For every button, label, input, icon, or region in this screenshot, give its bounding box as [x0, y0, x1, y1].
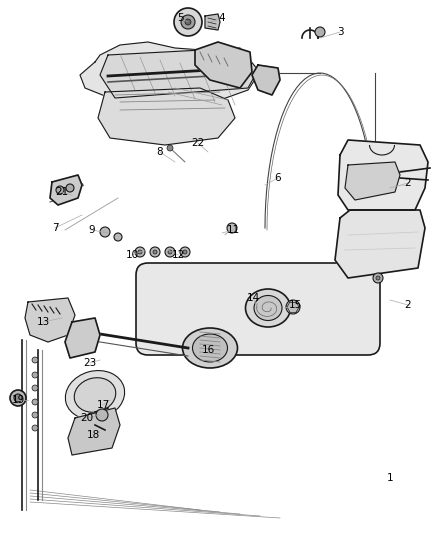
Circle shape	[32, 425, 38, 431]
Circle shape	[227, 223, 237, 233]
Text: 13: 13	[36, 317, 49, 327]
Circle shape	[153, 250, 157, 254]
Ellipse shape	[65, 370, 125, 419]
Polygon shape	[338, 140, 428, 210]
Polygon shape	[50, 175, 82, 205]
Circle shape	[183, 250, 187, 254]
Ellipse shape	[192, 334, 227, 362]
Circle shape	[32, 399, 38, 405]
Ellipse shape	[74, 378, 116, 413]
Text: 2: 2	[405, 178, 411, 188]
Polygon shape	[65, 318, 100, 358]
Circle shape	[185, 19, 191, 25]
Circle shape	[32, 372, 38, 378]
Polygon shape	[335, 210, 425, 278]
Circle shape	[315, 27, 325, 37]
Circle shape	[32, 412, 38, 418]
Text: 21: 21	[55, 187, 69, 197]
Polygon shape	[345, 162, 400, 200]
Circle shape	[286, 300, 300, 314]
Circle shape	[32, 385, 38, 391]
Polygon shape	[68, 408, 120, 455]
Text: 10: 10	[125, 250, 138, 260]
Circle shape	[181, 15, 195, 29]
Text: 18: 18	[86, 430, 99, 440]
Polygon shape	[195, 42, 252, 88]
Circle shape	[138, 250, 142, 254]
Text: 16: 16	[201, 345, 215, 355]
Circle shape	[180, 247, 190, 257]
Text: 11: 11	[226, 225, 240, 235]
Circle shape	[174, 8, 202, 36]
Polygon shape	[25, 298, 75, 342]
Text: 1: 1	[387, 473, 393, 483]
Polygon shape	[80, 42, 258, 108]
Polygon shape	[100, 48, 258, 98]
Circle shape	[167, 145, 173, 151]
Text: 7: 7	[52, 223, 58, 233]
Text: 20: 20	[81, 413, 94, 423]
Ellipse shape	[254, 295, 282, 320]
Circle shape	[168, 250, 172, 254]
Circle shape	[100, 227, 110, 237]
Text: 17: 17	[96, 400, 110, 410]
Text: 8: 8	[157, 147, 163, 157]
Text: 22: 22	[191, 138, 205, 148]
Polygon shape	[205, 14, 220, 30]
Circle shape	[14, 394, 22, 402]
Circle shape	[165, 247, 175, 257]
Polygon shape	[252, 65, 280, 95]
Text: 12: 12	[171, 250, 185, 260]
Text: 4: 4	[219, 13, 225, 23]
Text: 23: 23	[83, 358, 97, 368]
Text: 19: 19	[11, 395, 25, 405]
Ellipse shape	[183, 328, 237, 368]
Text: 6: 6	[275, 173, 281, 183]
Text: 5: 5	[177, 13, 184, 23]
Circle shape	[373, 273, 383, 283]
Text: 2: 2	[405, 300, 411, 310]
Circle shape	[32, 357, 38, 363]
Ellipse shape	[246, 289, 290, 327]
Circle shape	[10, 390, 26, 406]
Circle shape	[66, 184, 74, 192]
Text: 14: 14	[246, 293, 260, 303]
Text: 9: 9	[88, 225, 95, 235]
Circle shape	[96, 409, 108, 421]
Circle shape	[135, 247, 145, 257]
Circle shape	[150, 247, 160, 257]
FancyBboxPatch shape	[136, 263, 380, 355]
Circle shape	[376, 276, 380, 280]
Text: 15: 15	[288, 300, 302, 310]
Text: 3: 3	[337, 27, 343, 37]
Circle shape	[56, 186, 64, 194]
Circle shape	[114, 233, 122, 241]
Polygon shape	[98, 88, 235, 145]
